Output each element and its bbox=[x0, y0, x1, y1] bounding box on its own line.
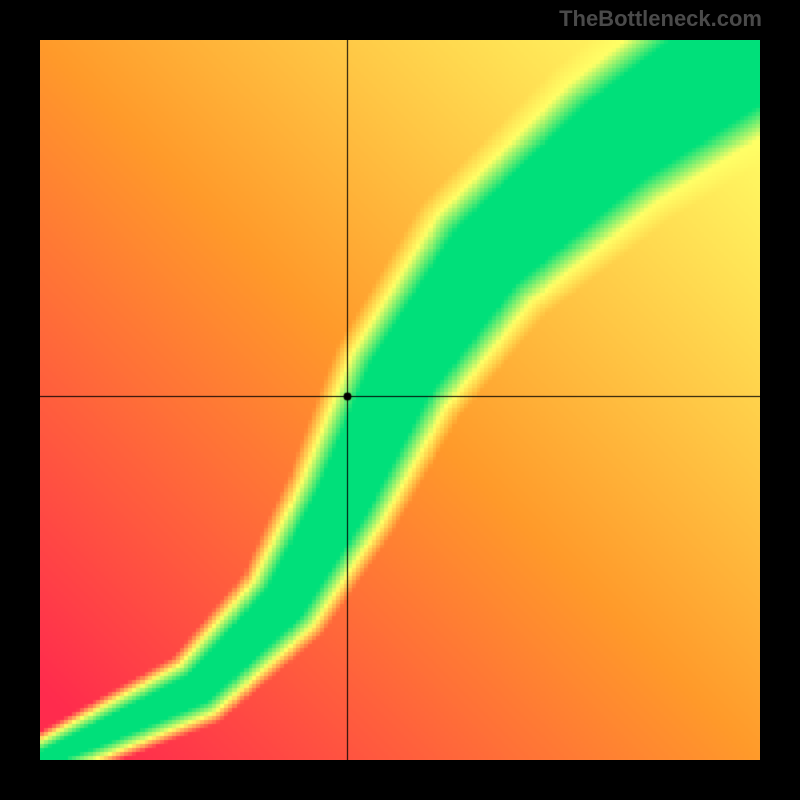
heatmap-plot bbox=[40, 40, 760, 760]
chart-frame: TheBottleneck.com bbox=[0, 0, 800, 800]
crosshair-canvas bbox=[40, 40, 760, 760]
watermark-text: TheBottleneck.com bbox=[559, 6, 762, 32]
